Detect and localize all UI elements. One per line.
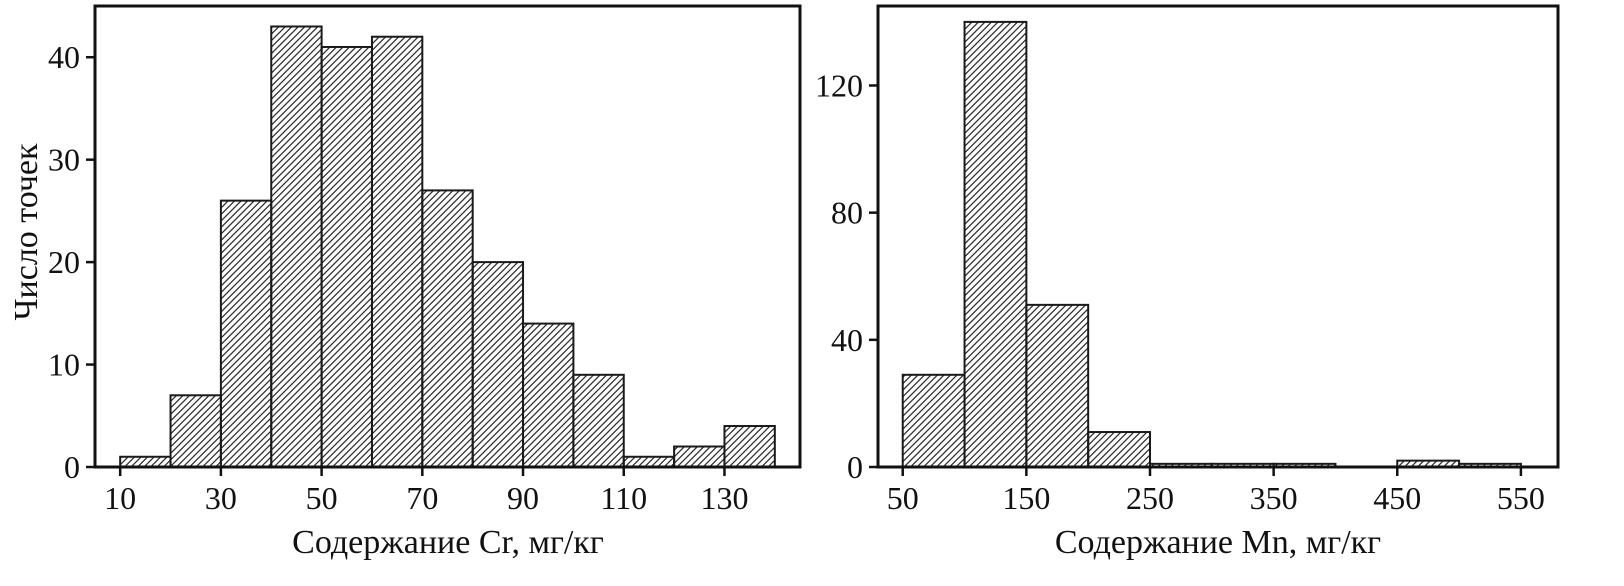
histogram-bar (673, 445, 726, 469)
histogram-bar (1087, 431, 1151, 468)
y-tick-label: 20 (48, 244, 80, 280)
y-tick-label: 0 (64, 449, 80, 485)
x-tick-label: 10 (104, 480, 136, 516)
x-tick-label: 550 (1497, 480, 1545, 516)
y-tick-label: 40 (48, 39, 80, 75)
x-axis-label-cr: Содержание Cr, мг/кг (292, 524, 604, 561)
histogram-bar (169, 394, 222, 469)
histogram-bar (320, 45, 373, 468)
mn-histogram-plot: 50 150 250 350 450 550 0 40 80 120 (815, 4, 1560, 516)
x-tick-label: 110 (600, 480, 647, 516)
histogram-bar (270, 25, 323, 469)
y-tick-label: 30 (48, 142, 80, 178)
x-tick-label: 350 (1250, 480, 1298, 516)
y-tick-label: 80 (831, 195, 863, 231)
x-tick-label: 90 (507, 480, 539, 516)
histogram-bar (471, 261, 525, 468)
x-tick-label: 450 (1373, 480, 1421, 516)
x-tick-label: 130 (700, 480, 748, 516)
x-tick-label: 70 (406, 480, 438, 516)
x-tick-label: 50 (306, 480, 338, 516)
plot-frame (93, 4, 802, 469)
plot-frame (876, 4, 1560, 469)
histogram-bar (963, 20, 1028, 469)
y-axis-label-cr: Число точек (8, 143, 45, 321)
y-tick-label: 0 (847, 449, 863, 485)
histogram-bar (119, 455, 172, 469)
panel-cr-histogram: 10 30 50 70 90 110 130 0 10 20 30 40 Число точек Со… (8, 4, 802, 561)
panel-mn-histogram: 50 150 250 350 450 550 0 40 80 120 Содержание Mn,… (812, 0, 1624, 586)
histogram-bar (421, 189, 474, 468)
histogram-bar (522, 322, 575, 468)
cr-histogram-plot: 10 30 50 70 90 110 130 0 10 20 30 40 (48, 4, 802, 516)
y-tick-label: 10 (48, 347, 80, 383)
histogram-bar (723, 425, 776, 468)
x-tick-label: 50 (887, 480, 919, 516)
x-tick-label: 250 (1126, 480, 1174, 516)
histogram-bar (219, 199, 273, 468)
histogram-bar (572, 373, 625, 468)
x-tick-label: 150 (1002, 480, 1050, 516)
y-tick-label: 120 (815, 67, 863, 103)
x-axis-label-mn: Содержание Mn, мг/кг (1054, 524, 1382, 561)
histogram-bar (1025, 303, 1090, 468)
y-tick-label: 40 (831, 322, 863, 358)
histogram-bar (622, 455, 676, 469)
histogram-bar (901, 373, 966, 468)
histogram-bar (370, 35, 424, 468)
x-tick-label: 30 (205, 480, 237, 516)
